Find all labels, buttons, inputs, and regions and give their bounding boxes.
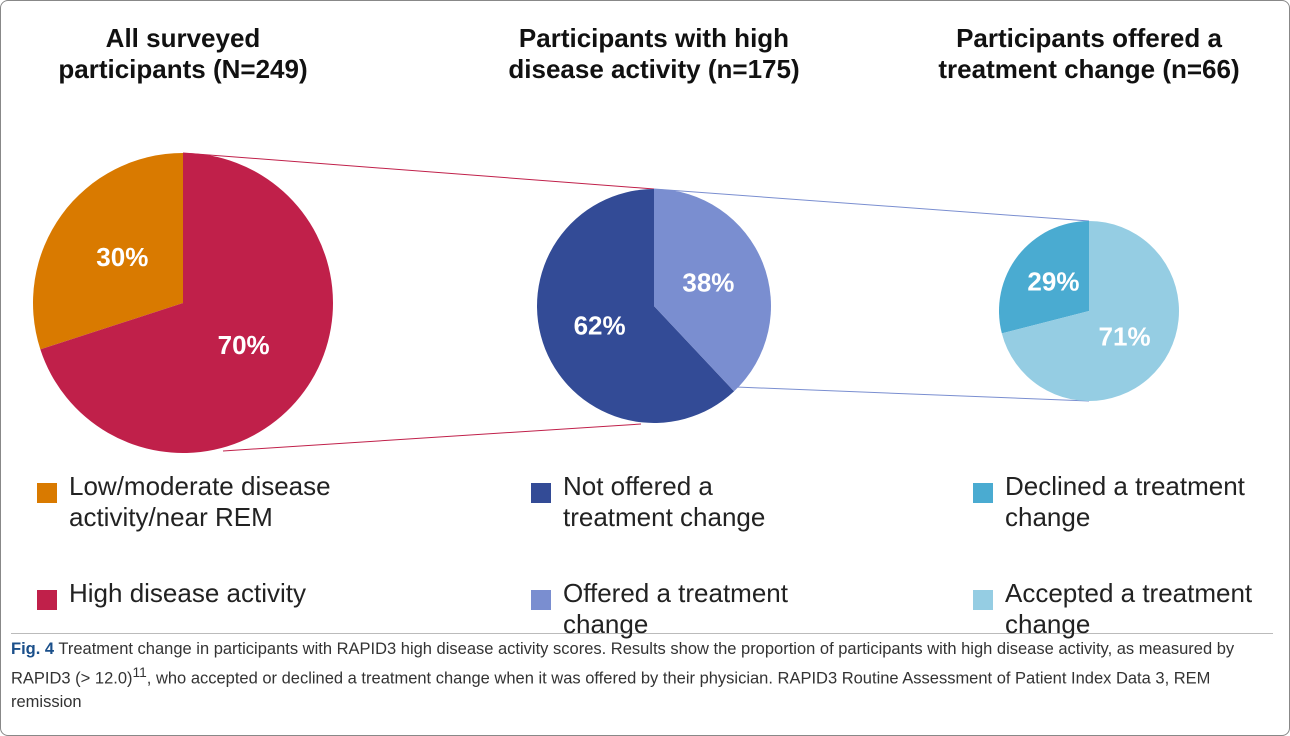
data-label: 70% (218, 330, 270, 360)
legend-label: Accepted a treatment change (1005, 578, 1253, 639)
caption: Fig. 4 Treatment change in participants … (11, 633, 1273, 714)
legend-swatch (973, 483, 993, 503)
data-label: 29% (1027, 266, 1079, 296)
data-label: 30% (96, 242, 148, 272)
legend-swatch (37, 590, 57, 610)
caption-text: Treatment change in participants with RA… (11, 640, 1235, 688)
data-label: 62% (574, 310, 626, 340)
chart-title: Participants offered a treatment change … (938, 23, 1240, 84)
legend-label: Offered a treatment change (563, 578, 788, 639)
legend-label: High disease activity (69, 578, 306, 608)
connector (182, 152, 655, 190)
pie-slice (40, 153, 333, 453)
connector-lines (182, 152, 1090, 452)
pie-slice (999, 221, 1089, 334)
legend-label: Low/moderate disease activity/near REM (69, 471, 331, 532)
caption-text: , who accepted or declined a treatment c… (11, 669, 1211, 711)
pie-slice (654, 189, 772, 392)
legend-label: Not offered a treatment change (563, 471, 766, 532)
chart-title: All surveyed participants (N=249) (58, 23, 308, 84)
caption-label: Fig. 4 (11, 640, 55, 658)
legend-swatch (531, 590, 551, 610)
chart-title: Participants with high disease activity … (508, 23, 800, 84)
data-label: 71% (1099, 321, 1151, 351)
data-label: 38% (682, 267, 734, 297)
connector (735, 386, 1090, 402)
legend-swatch (973, 590, 993, 610)
legend-label: Declined a treatment change (1005, 471, 1245, 532)
connector (222, 423, 642, 452)
legend-swatch (531, 483, 551, 503)
legend-swatch (37, 483, 57, 503)
caption-superscript: 11 (132, 665, 147, 680)
pie-slice (1001, 221, 1179, 402)
pie-slice (537, 189, 735, 424)
pie-slice (32, 153, 183, 350)
chart: 30% 70% 62% 38% 29% 71% (32, 152, 1179, 453)
connector (653, 188, 1090, 222)
